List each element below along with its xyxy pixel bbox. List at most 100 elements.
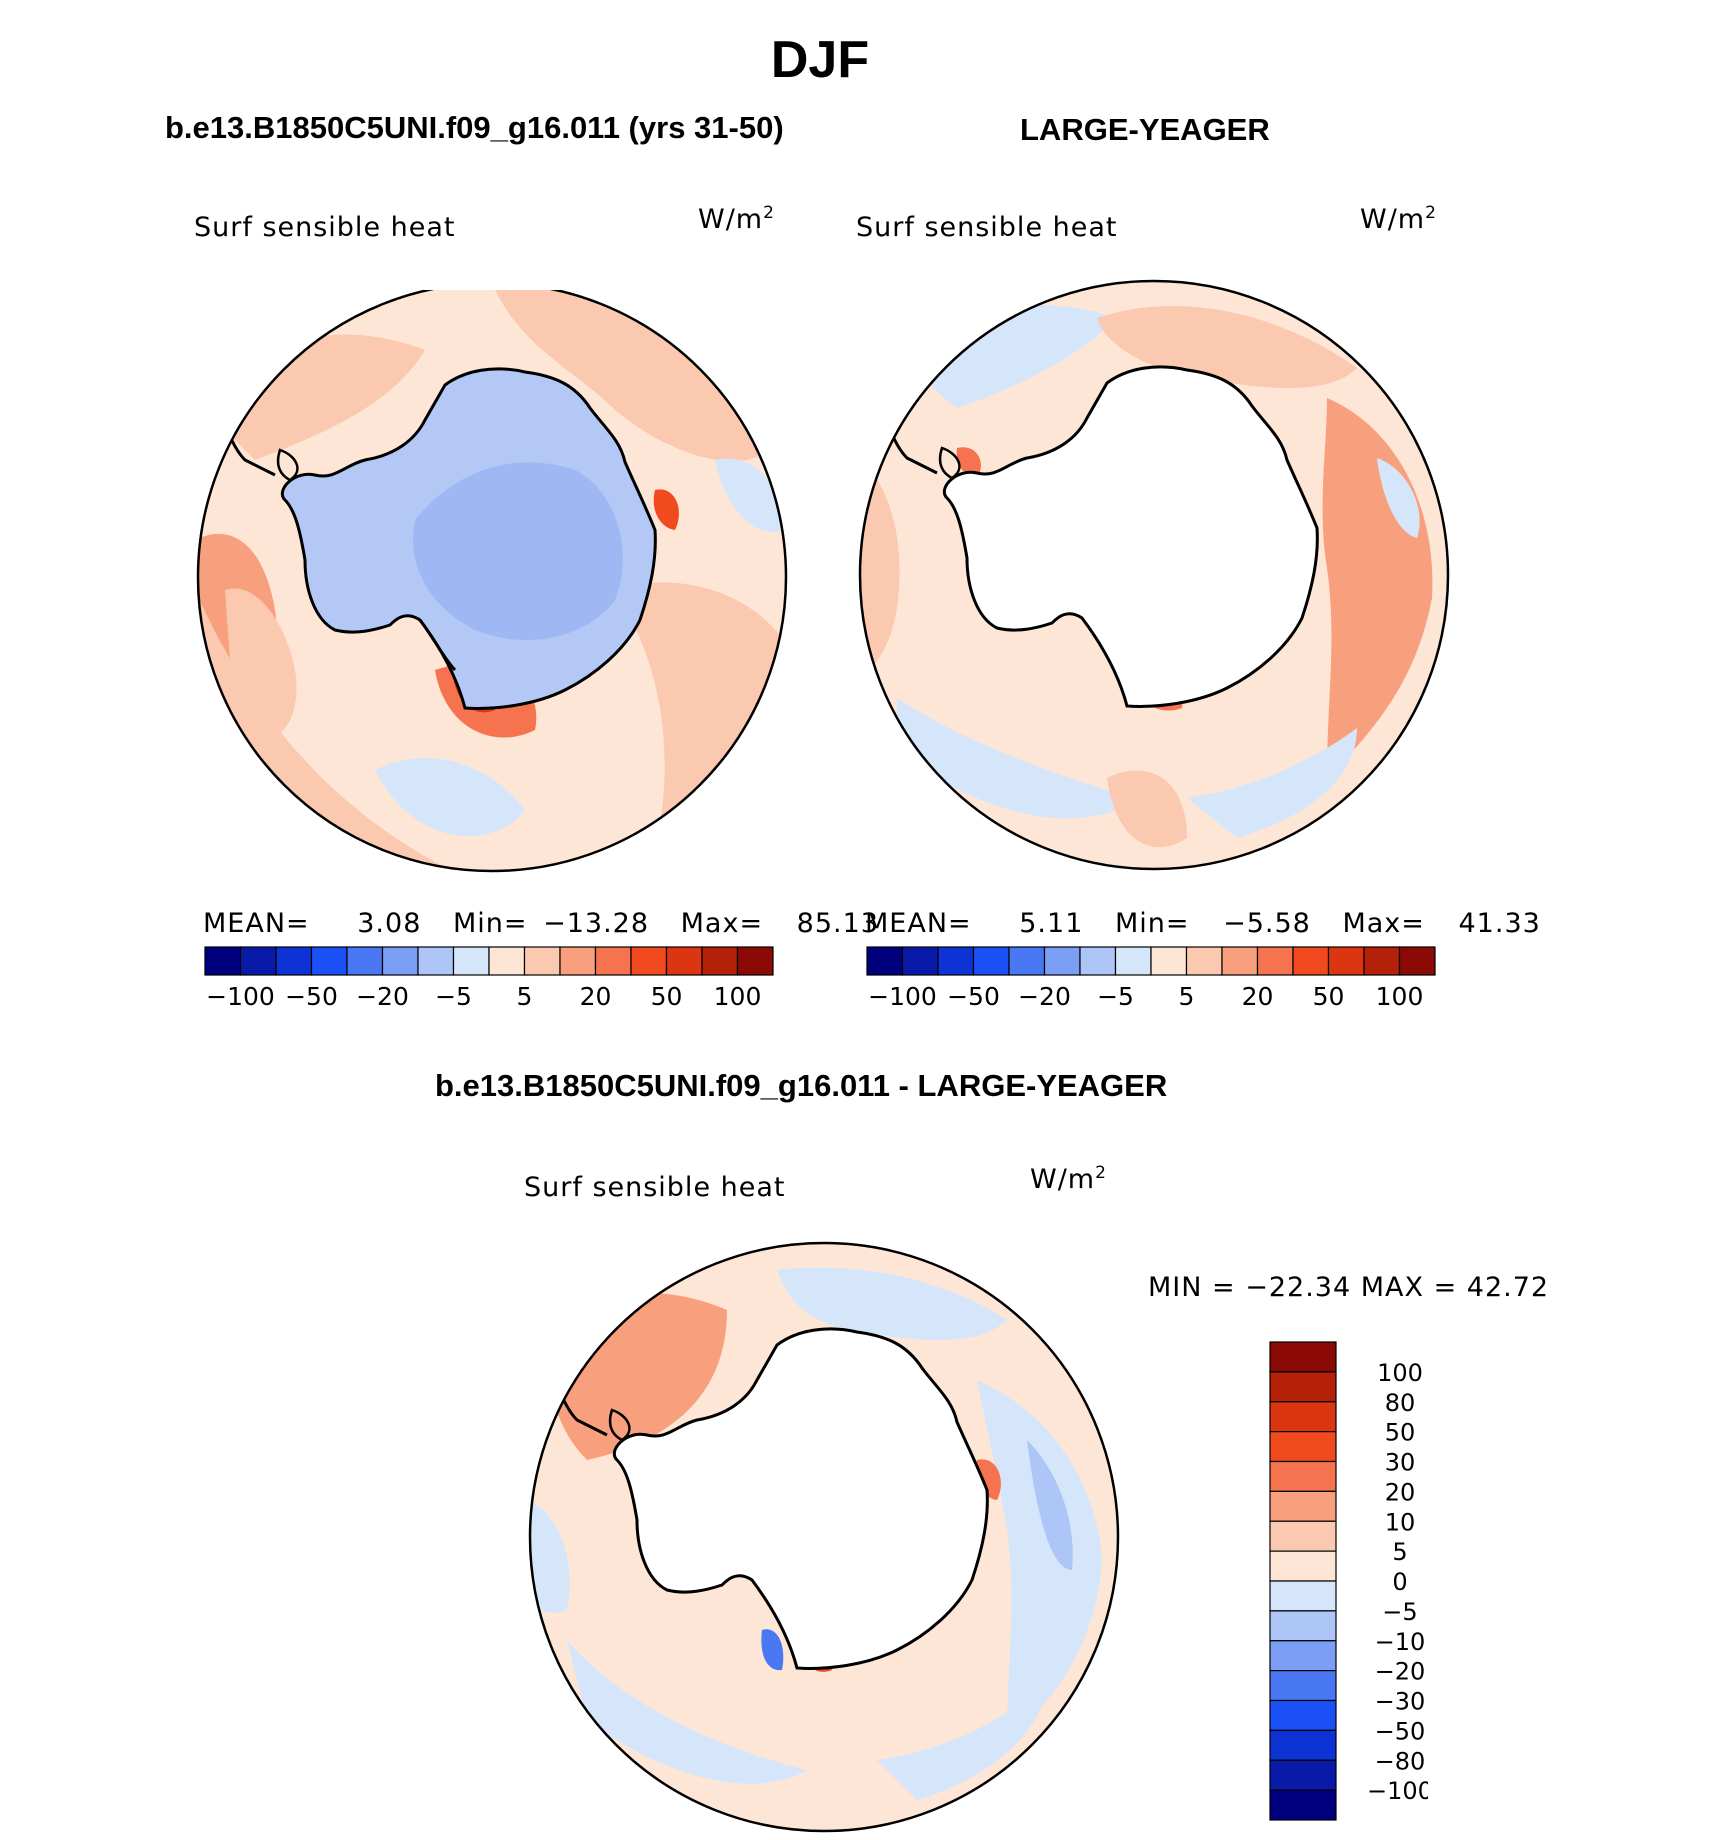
panel2-max-value: 41.33	[1458, 908, 1541, 939]
panel1-colorbar-cell	[275, 946, 313, 976]
panel3-colorbar-cell	[1269, 1640, 1337, 1672]
panel3-unit-label: W/m2	[1030, 1163, 1107, 1195]
panel1-max-label: Max=	[680, 908, 764, 939]
panel3-colorbar-cell	[1269, 1580, 1337, 1612]
panel1-colorbar-cell	[310, 946, 348, 976]
panel2-colorbar-cell	[1398, 946, 1436, 976]
panel1-max-value: 85.13	[796, 908, 879, 939]
panel2-colorbar-cell	[1221, 946, 1259, 976]
panel1-colorbar-cell	[701, 946, 739, 976]
panel1-warm-region	[615, 582, 786, 850]
panel2-max-label: Max=	[1342, 908, 1425, 939]
panel1-mean-value: 3.08	[357, 908, 422, 939]
panel3-colorbar-tick-label: −10	[1375, 1628, 1426, 1656]
panel3-colorbar-cell	[1269, 1759, 1337, 1791]
panel3-colorbar-cell	[1269, 1699, 1337, 1731]
panel2-map-border	[858, 279, 1450, 871]
panel3-header: b.e13.B1850C5UNI.f09_g16.011 - LARGE-YEA…	[435, 1068, 1168, 1103]
panel1-map-border	[196, 290, 788, 873]
panel1-colorbar-tick-label: −20	[356, 982, 409, 1011]
panel3-map-border	[528, 1241, 1120, 1833]
panel2-colorbar-cell	[1079, 946, 1117, 976]
panel2-colorbar-tick-label: −50	[947, 982, 1000, 1011]
panel1-header: b.e13.B1850C5UNI.f09_g16.011 (yrs 31-50)	[165, 110, 784, 145]
panel1-colorbar-tick-label: 20	[580, 982, 612, 1011]
panel2-colorbar-tick-label: −5	[1097, 982, 1134, 1011]
panel3-colorbar-cell	[1269, 1401, 1337, 1433]
panel1-colorbar-cell	[417, 946, 455, 976]
panel2-mean-label: MEAN=	[865, 908, 972, 939]
panel2-map	[858, 279, 1450, 871]
panel2-colorbar-tick-label: 100	[1376, 982, 1424, 1011]
panel1-colorbar-cell	[665, 946, 703, 976]
panel2-colorbar-cell	[901, 946, 939, 976]
panel2-cool-region	[897, 698, 1137, 819]
page-title: DJF	[770, 31, 870, 89]
panel1-colorbar-tick-label: −100	[206, 982, 275, 1011]
panel1-colorbar-cell	[594, 946, 632, 976]
panel1-colorbar-tick-label: 50	[651, 982, 683, 1011]
panel3-cool-region	[777, 1267, 1007, 1340]
panel2-colorbar: −100 −50 −20 −5 5 20 50 100	[866, 946, 1436, 1011]
panel1-colorbar-cell	[452, 946, 490, 976]
panel1-colorbar-cell	[559, 946, 597, 976]
panel3-colorbar-tick-label: 0	[1392, 1568, 1407, 1596]
panel1-colorbar-cell	[381, 946, 419, 976]
panel1-colorbar-tick-label: 5	[517, 982, 533, 1011]
panel1-colorbar-cell	[523, 946, 561, 976]
panel3-cool-region	[877, 1680, 1047, 1800]
panel2-colorbar-tick-label: 20	[1242, 982, 1274, 1011]
panel3-colorbar-tick-label: −20	[1375, 1658, 1426, 1686]
panel2-colorbar-tick-label: 50	[1313, 982, 1345, 1011]
panel3-colorbar-tick-label: 50	[1385, 1419, 1416, 1447]
panel3-minmax: MIN = −22.34 MAX = 42.72	[1148, 1272, 1550, 1303]
panel1-colorbar-cell	[630, 946, 668, 976]
panel3-colorbar-cell	[1269, 1610, 1337, 1642]
panel2-colorbar-cell	[1150, 946, 1188, 976]
panel2-colorbar-cell	[1327, 946, 1365, 976]
panel3-colorbar-cell	[1269, 1460, 1337, 1492]
panel1-colorbar-cell	[736, 946, 774, 976]
panel3-colorbar-cell	[1269, 1341, 1337, 1373]
panel3-colorbar-cell	[1269, 1490, 1337, 1522]
panel1-variable-label: Surf sensible heat	[194, 212, 456, 243]
panel2-header: LARGE-YEAGER	[1020, 112, 1270, 147]
panel3-colorbar-tick-label: 5	[1392, 1538, 1407, 1566]
panel3-colorbar-cell	[1269, 1729, 1337, 1761]
panel2-colorbar-cell	[972, 946, 1010, 976]
panel3-colorbar-tick-label: 80	[1385, 1389, 1416, 1417]
panel1-colorbar-cell	[488, 946, 526, 976]
panel2-colorbar-tick-label: 5	[1179, 982, 1195, 1011]
panel1-map	[196, 290, 788, 873]
panel2-colorbar-cell	[1363, 946, 1401, 976]
panel3-colorbar-cell	[1269, 1550, 1337, 1582]
panel2-min-label: Min=	[1114, 908, 1190, 939]
panel2-cool-region	[1377, 458, 1420, 538]
panel2-warm-region	[1107, 770, 1187, 848]
panel2-hot-spot	[956, 447, 981, 478]
panel3-cool-region	[567, 1640, 807, 1784]
panel2-antarctica	[943, 365, 1319, 708]
panel3-colorbar-tick-label: −30	[1375, 1688, 1426, 1716]
panel1-stats: MEAN= 3.08 Min= −13.28 Max= 85.13	[203, 908, 879, 939]
panel1-hot-spot	[653, 489, 679, 530]
panel1-colorbar-tick-label: −50	[285, 982, 338, 1011]
panel3-variable-label: Surf sensible heat	[524, 1172, 786, 1203]
panel3-map	[528, 1241, 1120, 1833]
panel3-cool-region	[977, 1380, 1102, 1740]
panel3-colorbar-tick-label: −5	[1382, 1598, 1417, 1626]
panel1-colorbar-cell	[204, 946, 242, 976]
panel2-colorbar-cell	[1292, 946, 1330, 976]
panel3-colorbar-cell	[1269, 1431, 1337, 1463]
panel3-antarctica	[613, 1327, 989, 1670]
panel2-mean-value: 5.11	[1019, 908, 1084, 939]
panel2-stats: MEAN= 5.11 Min= −5.58 Max= 41.33	[865, 908, 1541, 939]
panel2-colorbar-cell	[937, 946, 975, 976]
panel1-min-value: −13.28	[543, 908, 650, 939]
panel2-colorbar-cell	[866, 946, 904, 976]
panel3-colorbar-cell	[1269, 1789, 1337, 1821]
panel3-colorbar-tick-label: 30	[1385, 1449, 1416, 1477]
panel1-cool-region	[715, 458, 785, 532]
panel1-warm-region	[495, 290, 775, 462]
